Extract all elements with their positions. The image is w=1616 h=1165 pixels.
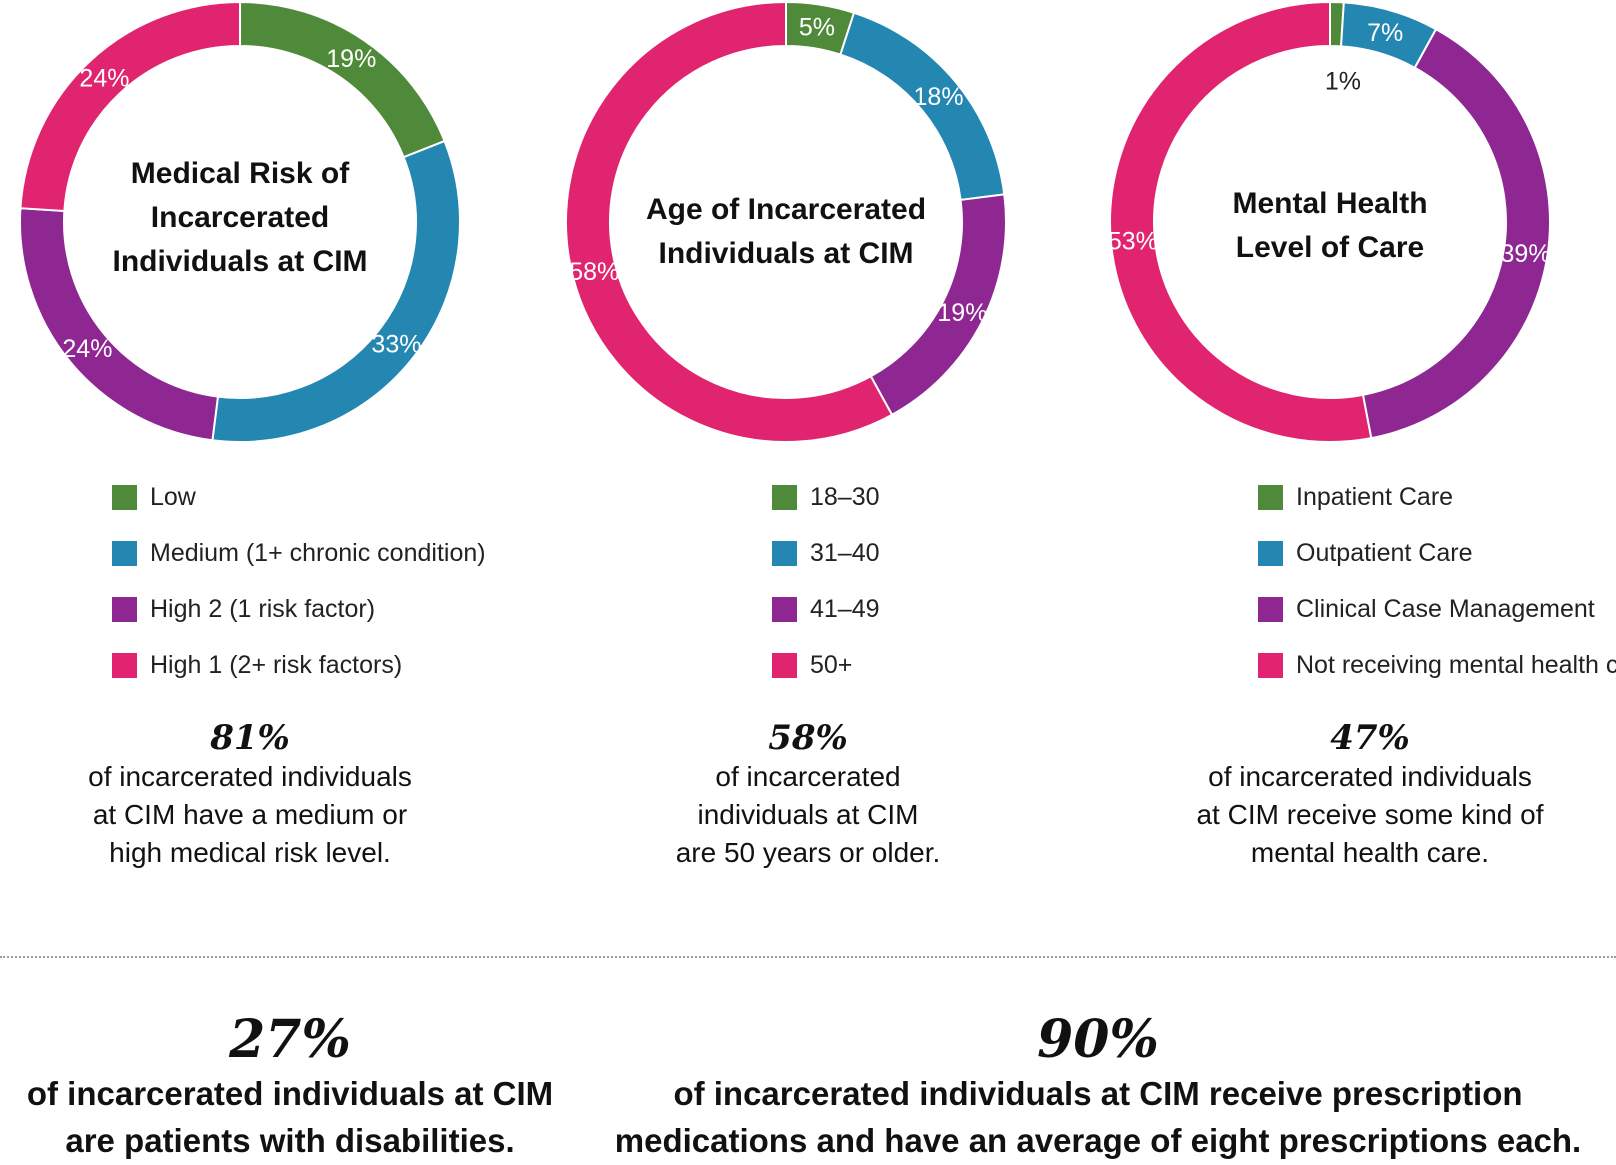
slice-label: 33% [371,330,421,358]
legend-swatch [772,653,797,678]
age-title-line-1: Age of Incarcerated [645,193,927,226]
legend-swatch [772,541,797,566]
stat-line: of incarcerated individuals [88,761,412,792]
legend-label: High 2 (1 risk factor) [150,595,376,623]
medical-risk-chart: 19% 33% 24% 24% Medical Risk of Incarcerate… [0,0,520,700]
stat-age: 58% of incarcerated individuals at CIM a… [598,718,1018,872]
medical-risk-donut: 19% 33% 24% 24% [19,0,461,443]
age-title: Age of Incarcerated Individuals at CIM [506,188,1066,276]
slice-label: 24% [79,65,129,93]
legend-swatch [112,653,137,678]
medical-risk-title-line-1: Medical Risk of [130,157,350,190]
stat-line: of incarcerated individuals at CIM recei… [673,1075,1523,1112]
stat-line: individuals at CIM [697,799,919,830]
stat-disabilities: 27% of incarcerated individuals at CIM a… [0,1010,580,1164]
stat-line: are 50 years or older. [675,837,941,868]
legend-swatch [1258,653,1283,678]
mental-health-title-line-2: Level of Care [1235,231,1425,264]
stat-mental-health: 47% of incarcerated individuals at CIM r… [1140,718,1600,872]
donut-slice [564,0,894,443]
age-title-line-2: Individuals at CIM [658,237,914,270]
legend-label: Inpatient Care [1296,483,1454,511]
slice-label: 53% [1108,228,1158,256]
medical-risk-title-line-3: Individuals at CIM [112,245,368,278]
stat-value: 90% [1037,1009,1159,1070]
stat-line: at CIM receive some kind of [1196,799,1544,830]
stat-value: 58% [768,718,848,758]
legend-swatch [1258,597,1283,622]
stat-value: 27% [229,1009,351,1070]
legend-label: High 1 (2+ risk factors) [150,651,403,679]
donut-slice [239,0,446,159]
medical-risk-title-line-2: Incarcerated [150,201,330,234]
legend-label: 31–40 [810,539,880,567]
legend-swatch [772,485,797,510]
stat-line: of incarcerated individuals at CIM [26,1075,554,1112]
legend-swatch [112,597,137,622]
dotted-divider [0,956,1616,958]
stat-value: 81% [210,718,290,758]
mental-health-title: Mental Health Level of Care [1050,182,1610,270]
slice-label: 19% [326,45,376,73]
legend-swatch [1258,485,1283,510]
slice-label: 7% [1367,19,1403,47]
slice-label: 39% [1501,240,1551,268]
mental-health-donut: 1%7% 39% 53% [1108,0,1551,443]
slice-label: 1% [1325,68,1361,96]
legend-swatch [772,597,797,622]
slice-label: 5% [799,13,835,41]
stat-line: at CIM have a medium or [92,799,408,830]
stat-line: of incarcerated [715,761,901,792]
legend-swatch [112,485,137,510]
legend-label: 50+ [810,651,853,679]
legend-label: Not receiving mental health care [1296,651,1616,679]
legend-label: Clinical Case Management [1296,595,1595,623]
slice-label: 24% [62,335,112,363]
legend-label: Outpatient Care [1296,539,1473,567]
medical-risk-title: Medical Risk of Incarcerated Individuals… [0,152,520,284]
stat-line: are patients with disabilities. [65,1122,515,1159]
donut-slice [19,0,241,213]
legend-label: Medium (1+ chronic condition) [150,539,486,567]
legend-swatch [1258,541,1283,566]
slice-label: 18% [914,83,964,111]
legend-label: 41–49 [810,595,880,623]
legend-swatch [112,541,137,566]
stat-value: 47% [1330,718,1410,758]
age-chart: 5% 18% 19% 58% Age of Incarcerated Individu… [506,0,1066,700]
donut-slice [1109,0,1373,443]
legend-label: 18–30 [810,483,880,511]
slice-label: 58% [569,258,619,286]
stat-prescriptions: 90% of incarcerated individuals at CIM r… [580,1010,1616,1164]
mental-health-chart: 1% 7% 39% 53% Mental Health Level of Care I… [1050,0,1616,700]
slice-label: 19% [937,299,987,327]
stat-line: of incarcerated individuals [1208,761,1532,792]
stat-line: mental health care. [1250,837,1490,868]
age-donut: 5% 18% 19% 58% [564,0,1007,443]
legend-label: Low [150,483,196,511]
stat-line: high medical risk level. [109,837,391,868]
stat-medical-risk: 81% of incarcerated individuals at CIM h… [40,718,460,872]
stat-line: medications and have an average of eight… [614,1122,1582,1159]
mental-health-title-line-1: Mental Health [1232,187,1428,220]
